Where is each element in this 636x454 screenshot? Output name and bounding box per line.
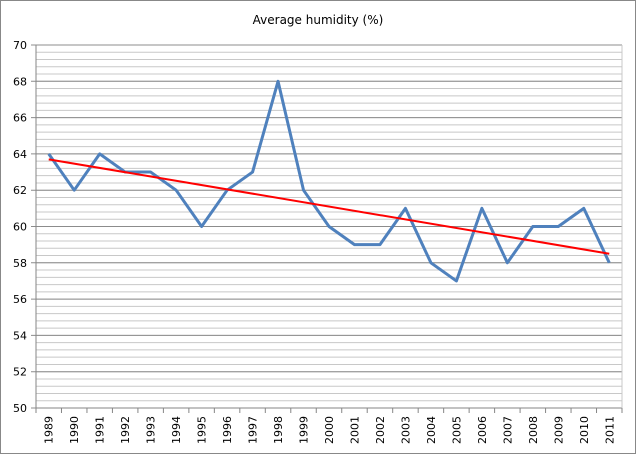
x-tick-label: 1992 — [119, 416, 132, 444]
x-tick-label: 2010 — [578, 416, 591, 444]
y-tick-label: 58 — [13, 257, 27, 270]
chart-title: Average humidity (%) — [252, 13, 384, 27]
x-tick-label: 2006 — [476, 416, 489, 444]
x-tick-label: 2009 — [552, 416, 565, 444]
x-tick-label: 1989 — [43, 416, 56, 444]
trendline — [48, 158, 610, 255]
x-tick-label: 1990 — [68, 416, 81, 444]
x-tick-label: 1995 — [196, 416, 209, 444]
x-tick-label: 2008 — [527, 416, 540, 444]
x-tick-label: 2005 — [450, 416, 463, 444]
y-tick-label: 66 — [13, 112, 27, 125]
y-tick-label: 70 — [13, 39, 27, 52]
y-tick-label: 56 — [13, 293, 27, 306]
x-tick-label: 2002 — [374, 416, 387, 444]
y-tick-label: 50 — [13, 402, 27, 415]
x-tick-label: 2003 — [399, 416, 412, 444]
x-tick-label: 2004 — [425, 416, 438, 444]
y-tick-label: 54 — [13, 329, 27, 342]
y-tick-label: 60 — [13, 221, 27, 234]
x-tick-label: 1996 — [221, 416, 234, 444]
x-tick-label: 1998 — [272, 416, 285, 444]
x-tick-label: 1997 — [247, 416, 260, 444]
x-tick-label: 1994 — [170, 416, 183, 444]
x-tick-label: 1993 — [145, 416, 158, 444]
x-tick-label: 2011 — [603, 416, 616, 444]
x-tick-label: 2001 — [348, 416, 361, 444]
y-tick-label: 62 — [13, 184, 27, 197]
y-tick-label: 68 — [13, 75, 27, 88]
x-tick-label: 2007 — [501, 416, 514, 444]
x-tick-label: 2000 — [323, 416, 336, 444]
x-tick-label: 1999 — [298, 416, 311, 444]
y-tick-label: 64 — [13, 148, 27, 161]
humidity-line — [47, 79, 611, 283]
y-tick-label: 52 — [13, 366, 27, 379]
x-tick-label: 1991 — [94, 416, 107, 444]
